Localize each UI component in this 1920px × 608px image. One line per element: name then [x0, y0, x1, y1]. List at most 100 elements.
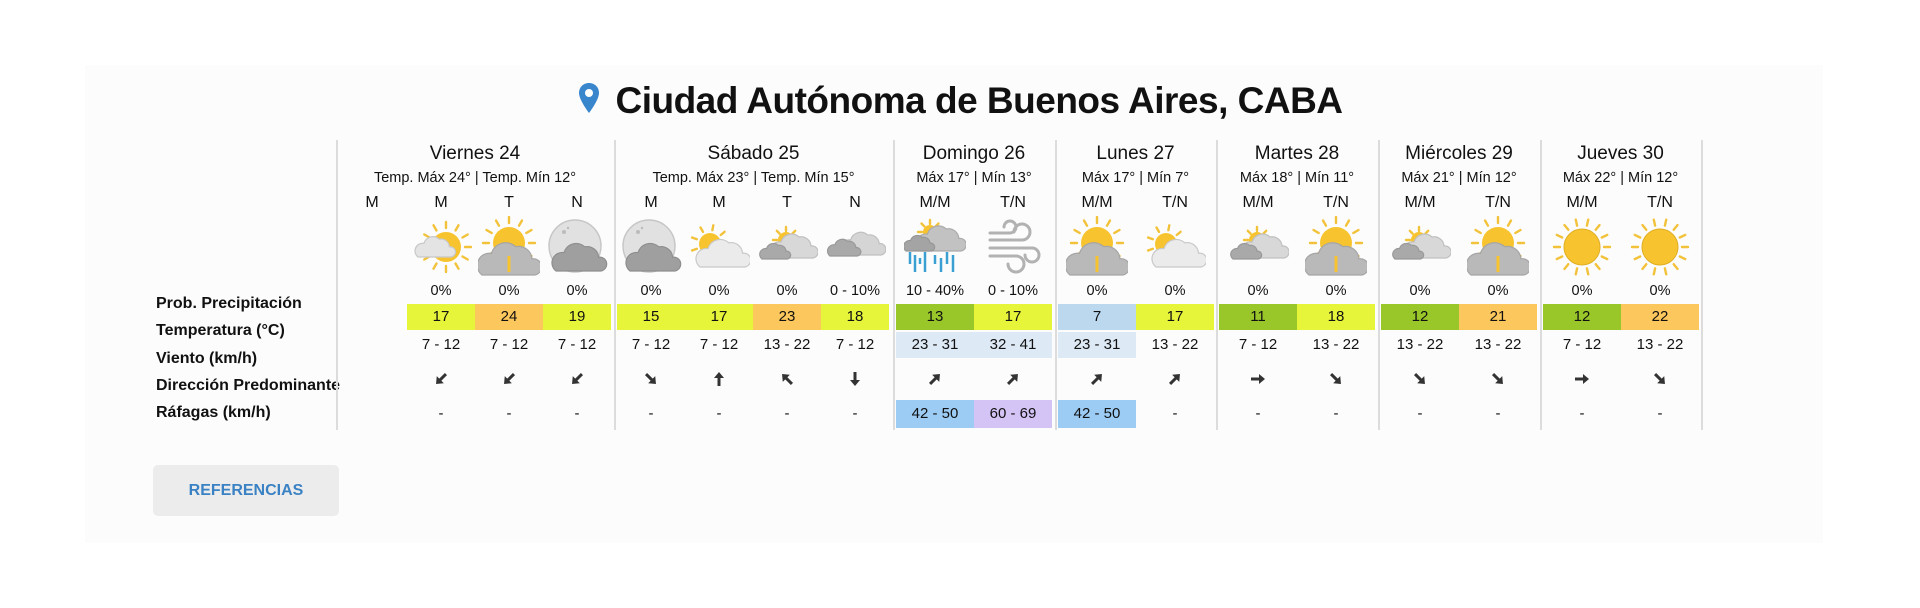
temperature-cell: 21 — [1459, 304, 1537, 330]
wind-direction-arrow-icon — [845, 370, 865, 390]
wind-cell: 7 - 12 — [699, 336, 739, 353]
gust-cell: - — [1255, 405, 1261, 422]
column-separator — [1540, 140, 1542, 430]
gust-cell: - — [716, 405, 722, 422]
day-name: Domingo 26 — [922, 143, 1026, 164]
wind-direction-arrow-icon — [567, 370, 587, 390]
precipitation-value: 0% — [708, 283, 730, 299]
sunny-icon — [1629, 216, 1691, 278]
column-separator — [614, 140, 616, 430]
wind-cell: 13 - 22 — [1474, 336, 1522, 353]
row-label-direction: Dirección Predominante — [156, 377, 341, 394]
temperature-cell: 12 — [1381, 304, 1459, 330]
temperature-cell: 12 — [1543, 304, 1621, 330]
temperature-cell: 17 — [685, 304, 753, 330]
column-separator — [1378, 140, 1380, 430]
location-title: Ciudad Autónoma de Buenos Aires, CABA — [615, 80, 1343, 121]
row-label-precipitation: Prob. Precipitación — [156, 295, 302, 312]
sun-behind-cloud-icon — [1465, 215, 1532, 278]
precipitation-value: 0% — [498, 283, 520, 299]
day-max-min: Máx 18° | Mín 11° — [1239, 170, 1355, 186]
column-separator — [1701, 140, 1703, 430]
wind-direction-arrow-icon — [641, 370, 661, 390]
period-label: M — [712, 194, 726, 211]
wind-direction-arrow-icon — [1410, 370, 1430, 390]
gust-cell: 42 - 50 — [896, 400, 974, 428]
wind-cell: 23 - 31 — [896, 332, 974, 358]
period-label: M/M — [1404, 194, 1436, 211]
day-max-min: Máx 17° | Mín 13° — [916, 170, 1032, 186]
sun-rising-cloud-icon — [688, 216, 752, 278]
sun-behind-cloud-icon — [1303, 215, 1370, 278]
column-separator — [1055, 140, 1057, 430]
wind-direction-arrow-icon — [1165, 370, 1185, 390]
gust-cell: - — [574, 405, 580, 422]
period-label: T/N — [1647, 194, 1673, 211]
day-max-min: Temp. Máx 24° | Temp. Mín 12° — [373, 170, 577, 186]
mostly-cloudy-day-icon — [1389, 216, 1452, 278]
precipitation-value: 0% — [1325, 283, 1347, 299]
wind-cell: 7 - 12 — [1238, 336, 1278, 353]
period-label: T/N — [1162, 194, 1188, 211]
wind-direction-arrow-icon — [1572, 370, 1592, 390]
wind-direction-arrow-icon — [1003, 370, 1023, 390]
period-label: T/N — [1000, 194, 1026, 211]
temperature-cell: 18 — [821, 304, 889, 330]
wind-cell: 13 - 22 — [1312, 336, 1360, 353]
column-separator — [336, 140, 338, 430]
wind-direction-arrow-icon — [709, 370, 729, 390]
period-label: T/N — [1485, 194, 1511, 211]
temperature-cell: 22 — [1621, 304, 1699, 330]
period-label: T — [782, 194, 792, 211]
wind-direction-arrow-icon — [1087, 370, 1107, 390]
temperature-cell: 17 — [974, 304, 1052, 330]
row-label-gusts: Ráfagas (km/h) — [156, 404, 271, 421]
wind-direction-arrow-icon — [777, 370, 797, 390]
temperature-cell: 18 — [1297, 304, 1375, 330]
day-max-min: Temp. Máx 23° | Temp. Mín 15° — [652, 170, 855, 186]
page-title: Ciudad Autónoma de Buenos Aires, CABA — [0, 80, 1920, 122]
precipitation-value: 0% — [1649, 283, 1671, 299]
period-label: M — [644, 194, 658, 211]
wind-direction-arrow-icon — [1488, 370, 1508, 390]
precipitation-value: 0% — [1487, 283, 1509, 299]
row-label-temperature: Temperatura (°C) — [156, 322, 285, 339]
wind-cell: 7 - 12 — [489, 336, 529, 353]
precipitation-value: 0% — [1247, 283, 1269, 299]
cloudy-night-icon — [620, 216, 682, 278]
references-button[interactable]: REFERENCIAS — [153, 465, 339, 516]
sun-rising-cloud-icon — [1144, 216, 1208, 278]
partly-cloudy-day-icon — [410, 216, 473, 278]
precipitation-value: 0% — [1409, 283, 1431, 299]
day-name: Lunes 27 — [1096, 143, 1175, 164]
temperature-cell: 17 — [1136, 304, 1214, 330]
wind-cell: 7 - 12 — [421, 336, 461, 353]
wind-cell: 13 - 22 — [763, 336, 811, 353]
wind-direction-arrow-icon — [431, 370, 451, 390]
period-label: N — [571, 194, 583, 211]
gust-cell: - — [506, 405, 512, 422]
period-label: M/M — [1242, 194, 1274, 211]
gust-cell: - — [1495, 405, 1501, 422]
temperature-cell: 24 — [475, 304, 543, 330]
precipitation-value: 0% — [430, 283, 452, 299]
precipitation-value: 0 - 10% — [830, 283, 880, 299]
period-label: M/M — [1566, 194, 1598, 211]
day-max-min: Máx 22° | Mín 12° — [1562, 170, 1679, 186]
precipitation-value: 0% — [1571, 283, 1593, 299]
precipitation-value: 10 - 40% — [905, 283, 965, 299]
day-name: Viernes 24 — [429, 143, 521, 164]
cloudy-night-icon — [546, 216, 608, 278]
wind-cell: 13 - 22 — [1396, 336, 1444, 353]
sunny-icon — [1551, 216, 1613, 278]
wind-cell: 13 - 22 — [1636, 336, 1684, 353]
row-label-wind: Viento (km/h) — [156, 350, 258, 367]
map-pin-icon — [579, 83, 600, 114]
column-separator — [893, 140, 895, 430]
wind-cell: 23 - 31 — [1058, 332, 1136, 358]
gust-cell: 60 - 69 — [974, 400, 1052, 428]
day-name: Miércoles 29 — [1405, 143, 1513, 164]
column-separator — [1216, 140, 1218, 430]
precipitation-value: 0% — [776, 283, 798, 299]
wind-direction-arrow-icon — [1326, 370, 1346, 390]
